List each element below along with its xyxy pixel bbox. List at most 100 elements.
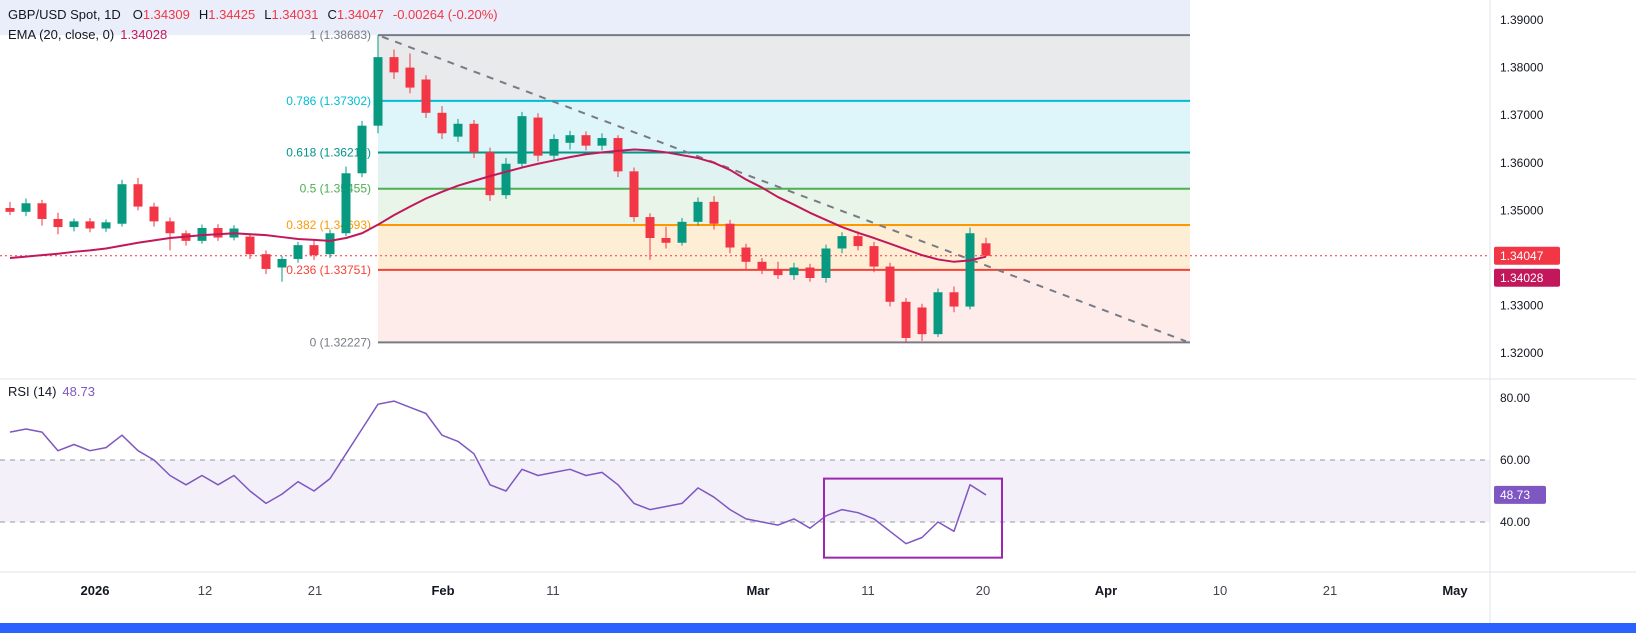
candle-body [293,245,303,259]
candle-body [709,201,719,224]
svg-text:10: 10 [1213,583,1227,598]
fib-label: 0.5 (1.35455) [300,182,371,196]
candle-body [165,221,175,234]
candle-body [613,138,623,172]
fib-label: 0.618 (1.36217) [286,145,371,159]
svg-text:Mar: Mar [746,583,769,598]
candle-body [21,203,31,212]
svg-text:1.39000: 1.39000 [1500,13,1544,27]
high-value: 1.34425 [208,7,256,22]
svg-text:40.00: 40.00 [1500,515,1530,529]
candle-body [757,261,767,270]
candle-body [85,221,95,229]
fib-levels: 1 (1.38683) 0.786 (1.37302) 0.618 (1.36217… [286,28,1190,349]
candle-body [741,247,751,262]
fib-label: 0.236 (1.33751) [286,263,371,277]
candle-body [725,223,735,248]
candle-body [373,57,383,126]
rsi-axis-ticks: 80.00 60.00 40.00 [1500,391,1530,529]
candle-body [661,238,671,243]
low-label: L [264,7,272,22]
candle-body [341,173,351,234]
trendline-drawing[interactable] [381,35,1187,343]
candle-body [549,139,559,156]
change-value: -0.00264 (-0.20%) [392,7,498,22]
rsi-value-badge [1494,485,1546,504]
candle-body [917,307,927,335]
svg-text:May: May [1442,583,1468,598]
svg-text:2026: 2026 [81,583,110,598]
close-value: 1.34047 [336,7,384,22]
candle-body [693,201,703,222]
time-axis[interactable] [0,573,1636,624]
candle-body [485,152,495,196]
candle-body [421,79,431,113]
svg-text:Apr: Apr [1095,583,1117,598]
fib-label: 0.786 (1.37302) [286,94,371,108]
candle-body [389,57,399,73]
svg-text:1.36000: 1.36000 [1500,156,1544,170]
candlesticks [5,35,991,343]
candle-body [677,221,687,243]
candle-body [357,125,367,174]
candle-body [885,266,895,302]
candle-body [533,117,543,156]
svg-text:12: 12 [198,583,212,598]
svg-text:21: 21 [308,583,322,598]
rsi-legend-label[interactable]: RSI (14) [8,384,57,399]
candle-body [405,67,415,88]
svg-text:60.00: 60.00 [1500,453,1530,467]
candle-body [453,123,463,137]
candle-body [773,269,783,276]
open-label: O [132,7,143,22]
svg-text:11: 11 [861,583,875,598]
last-price-badge [1494,246,1560,265]
candle-body [133,184,143,207]
candle-body [325,233,335,255]
symbol-title[interactable]: GBP/USD Spot, 1D [8,7,121,22]
ema-line[interactable] [9,148,987,263]
fib-bands [378,35,1190,343]
candle-body [53,218,63,228]
svg-text:80.00: 80.00 [1500,391,1530,405]
candle-body [437,112,447,134]
candle-body [581,135,591,146]
candle-body [869,246,879,267]
low-value: 1.34031 [271,7,319,22]
svg-text:1.38000: 1.38000 [1500,61,1544,75]
svg-text:1.37000: 1.37000 [1500,108,1544,122]
fib-label: 0 (1.32227) [310,335,371,349]
candle-body [853,236,863,247]
candle-body [645,217,655,239]
rsi-legend-value: 48.73 [62,384,95,399]
candle-body [37,203,47,219]
above-fib-band [0,0,1190,36]
candle-body [933,292,943,335]
candle-body [517,116,527,164]
candle-body [629,171,639,218]
open-value: 1.34309 [142,7,190,22]
rsi-rectangle-drawing[interactable] [823,477,1003,559]
fib-label: 1 (1.38683) [310,28,371,42]
candle-body [117,184,127,224]
candle-body [821,248,831,278]
fib-label: 0.382 (1.34693) [286,218,371,232]
svg-text:1.32000: 1.32000 [1500,346,1544,360]
symbol-legend: GBP/USD Spot, 1D O1.34309 H1.34425 L1.34031… [8,5,498,45]
svg-text:20: 20 [976,583,990,598]
price-axis[interactable] [1491,0,1636,572]
candle-body [5,208,15,212]
svg-text:1.33000: 1.33000 [1500,299,1544,313]
candle-body [949,292,959,307]
svg-text:48.73: 48.73 [1500,488,1530,502]
high-label: H [198,7,209,22]
candle-body [245,236,255,255]
close-label: C [327,7,337,22]
ema-legend-label[interactable]: EMA (20, close, 0) [8,27,115,42]
candle-body [965,233,975,307]
rsi-legend: RSI (14) 48.73 [8,384,95,399]
time-axis-ticks: 2026 12 21 Feb 11 Mar 11 20 Apr 10 21 May [81,583,1469,598]
ema-legend-value: 1.34028 [120,27,168,42]
